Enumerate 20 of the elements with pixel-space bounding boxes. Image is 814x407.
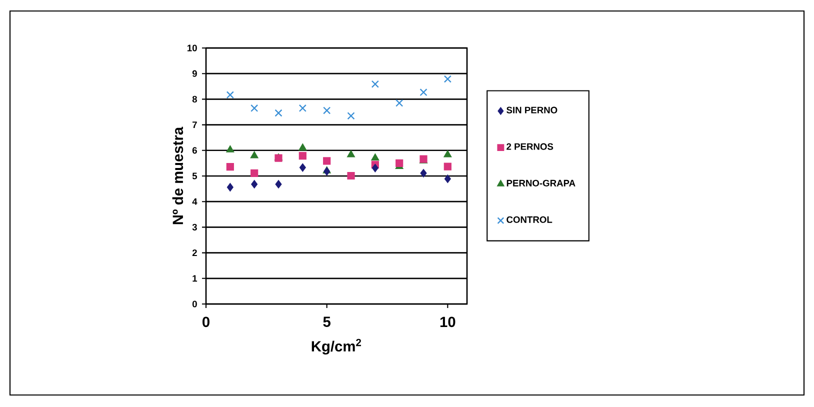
y-tick-label: 8	[192, 96, 197, 102]
y-axis-title: Nº de muestra	[172, 126, 184, 224]
x-tick-label: 10	[440, 316, 456, 328]
y-tick-label: 0	[192, 300, 197, 308]
y-tick-label: 1	[192, 275, 198, 282]
y-tick-label: 7	[192, 122, 197, 128]
legend-label: CONTROL	[506, 216, 552, 223]
x-tick-label: 0	[202, 316, 210, 328]
y-tick-label: 6	[192, 147, 197, 154]
y-tick-label: 2	[192, 250, 197, 256]
y-tick-label: 5	[192, 172, 198, 180]
legend-label: PERNO-GRAPA	[506, 180, 576, 186]
y-tick-label: 3	[192, 224, 197, 231]
legend-label: 2 PERNOS	[506, 143, 554, 150]
y-tick-label: 9	[192, 70, 197, 77]
x-tick-label: 5	[323, 316, 330, 327]
legend-label: SIN PERNO	[506, 106, 558, 114]
y-tick-label: 4	[192, 198, 198, 205]
x-axis-title: Kg/cm$^{2}$	[312, 338, 362, 354]
y-tick-label: 10	[187, 44, 197, 52]
